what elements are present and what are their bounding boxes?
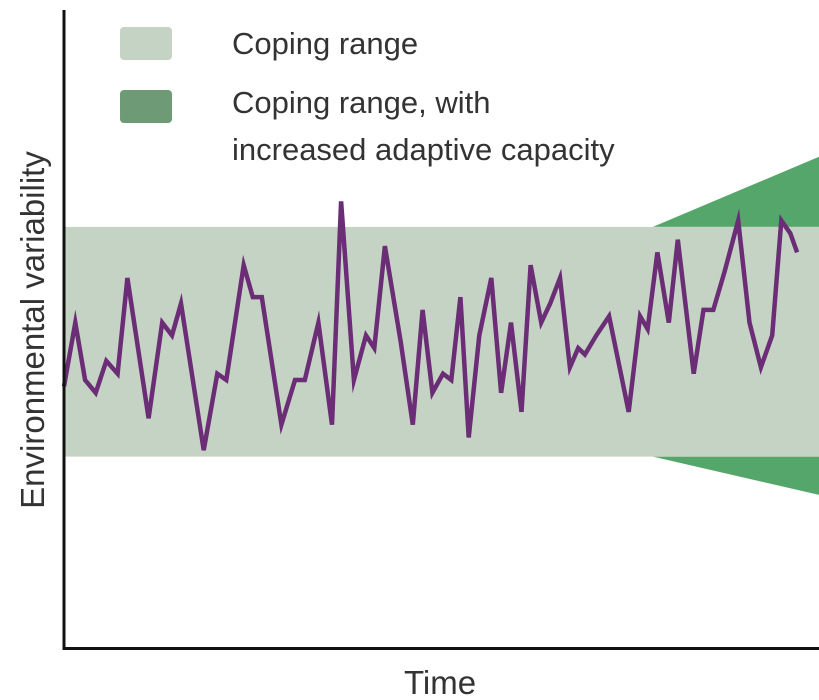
axes: Environmental variability Time [14, 10, 819, 700]
plot-area [61, 156, 819, 495]
legend-swatch-adaptive-capacity [120, 90, 172, 123]
legend-label-adaptive-line-2: increased adaptive capacity [232, 132, 615, 167]
environmental-variability-line [61, 201, 800, 451]
legend-label-coping-range: Coping range [232, 26, 418, 61]
adaptive-capacity-range-lower [652, 456, 819, 495]
legend-label-adaptive-line-1: Coping range, with [232, 85, 491, 120]
x-axis-label: Time [404, 664, 476, 700]
y-axis-label: Environmental variability [14, 151, 51, 509]
legend-swatch-coping-range [120, 27, 172, 60]
adaptive-capacity-range-upper [652, 156, 819, 227]
legend: Coping range Coping range, with increase… [120, 26, 615, 167]
coping-range-band [64, 226, 819, 457]
